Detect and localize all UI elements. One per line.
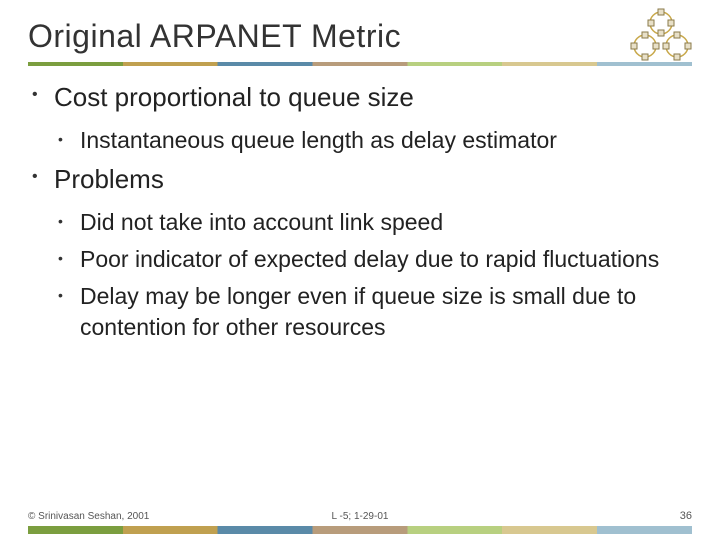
footer-page-number: 36 bbox=[680, 510, 692, 522]
bullet-list-l2: Did not take into account link speed Poo… bbox=[54, 207, 692, 343]
footer-copyright: © Srinivasan Seshan, 2001 bbox=[28, 511, 149, 522]
title-accent-line bbox=[28, 62, 692, 66]
slide: Original ARPANET Metric bbox=[0, 0, 720, 540]
bottom-accent-band bbox=[28, 526, 692, 534]
bullet-l2-item: Instantaneous queue length as delay esti… bbox=[54, 125, 692, 156]
bullet-l1-text: Cost proportional to queue size bbox=[54, 82, 414, 112]
bullet-l2-text: Did not take into account link speed bbox=[80, 209, 443, 235]
bullet-l2-text: Poor indicator of expected delay due to … bbox=[80, 246, 659, 272]
bullet-l2-item: Poor indicator of expected delay due to … bbox=[54, 244, 692, 275]
bullet-l1-item: Problems Did not take into account link … bbox=[28, 162, 692, 343]
bullet-l2-text: Instantaneous queue length as delay esti… bbox=[80, 127, 557, 153]
body-area: Cost proportional to queue size Instanta… bbox=[28, 80, 692, 480]
slide-title: Original ARPANET Metric bbox=[28, 18, 692, 55]
bullet-l1-text: Problems bbox=[54, 164, 164, 194]
title-area: Original ARPANET Metric bbox=[28, 18, 692, 68]
bullet-l1-item: Cost proportional to queue size Instanta… bbox=[28, 80, 692, 156]
bullet-l2-text: Delay may be longer even if queue size i… bbox=[80, 283, 636, 340]
bullet-list-l1: Cost proportional to queue size Instanta… bbox=[28, 80, 692, 343]
footer-lecture-id: L -5; 1-29-01 bbox=[332, 511, 389, 522]
network-logo-icon bbox=[622, 8, 700, 64]
bullet-list-l2: Instantaneous queue length as delay esti… bbox=[54, 125, 692, 156]
bullet-l2-item: Did not take into account link speed bbox=[54, 207, 692, 238]
bullet-l2-item: Delay may be longer even if queue size i… bbox=[54, 281, 692, 343]
footer: © Srinivasan Seshan, 2001 L -5; 1-29-01 … bbox=[28, 502, 692, 522]
